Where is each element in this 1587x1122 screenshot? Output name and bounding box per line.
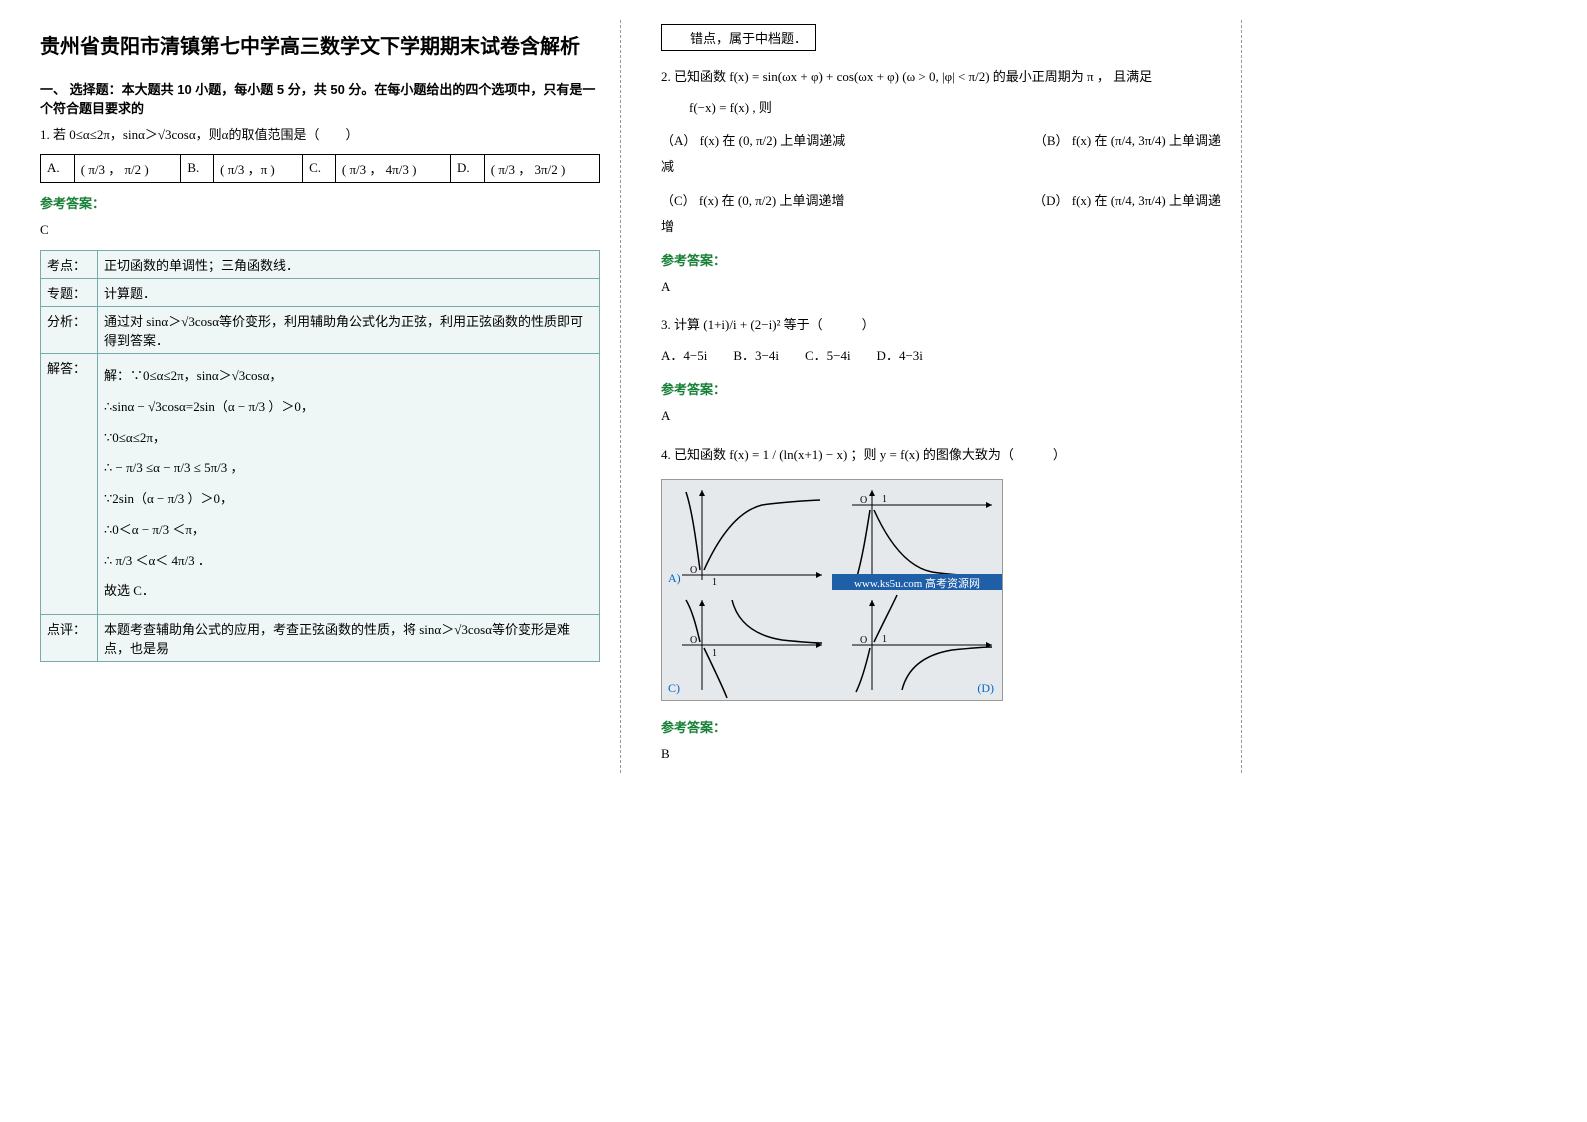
svg-text:O: O (690, 635, 697, 646)
plot-label: A) (668, 571, 681, 586)
q2-opt-c: （C） f(x) 在 (0, π/2) 上单调递增 (661, 190, 845, 209)
q2-opt-d: （D） f(x) 在 (π/4, 3π/4) 上单调递 (1033, 190, 1221, 209)
table-row: 点评： 本题考查辅助角公式的应用，考查正弦函数的性质，将 sinα＞√3cosα… (41, 614, 600, 661)
q3-stem: 3. 计算 (1+i)/i + (2−i)² 等于（ ） (661, 313, 1221, 338)
opt-text: 上单调递 (1169, 193, 1221, 208)
q1-answer: C (40, 218, 600, 243)
svg-text:O: O (860, 495, 867, 506)
text: 4. 已知函数 (661, 447, 729, 462)
text: 2. 已知函数 (661, 69, 726, 84)
q4-figure: O 1 A) O 1 (661, 479, 1003, 701)
plot-label: C) (668, 681, 680, 696)
row-content: 正切函数的单调性；三角函数线． (98, 251, 600, 279)
expr: f(x) = sin(ωx + φ) + cos(ωx + φ) (ω > 0,… (729, 69, 989, 84)
svg-text:O: O (860, 635, 867, 646)
text: ；则 y = f(x) 的图像大致为（ ） (851, 447, 1066, 462)
q2-answer-label: 参考答案： (661, 250, 1221, 269)
opt-text: ( π/3 ， 3π/2 ) (484, 154, 599, 182)
q2-opt-row: （C） f(x) 在 (0, π/2) 上单调递增 （D） f(x) 在 (π/… (661, 190, 1221, 209)
svg-text:1: 1 (712, 577, 717, 588)
step: ∴sinα − √3cosα=2sin（α − π/3 ）＞0， (104, 395, 593, 420)
page-title: 贵州省贵阳市清镇第七中学高三数学文下学期期末试卷含解析 (40, 30, 600, 59)
q2-condition: f(−x) = f(x) , 则 (661, 96, 1221, 121)
plot-b: O 1 (B) www.ks5u.com 高考资源网 (832, 480, 1002, 590)
step: ∵0≤α≤2π， (104, 426, 593, 451)
opt-text: 上单调递减 (780, 133, 845, 148)
opt-text: ( π/3 ， 4π/3 ) (335, 154, 450, 182)
row-label: 解答： (41, 354, 98, 615)
q1-answer-label: 参考答案： (40, 193, 600, 212)
step: ∴0＜α − π/3 ＜π， (104, 518, 593, 543)
opt-label: B. (181, 154, 214, 182)
q2-opt-a: （A） f(x) 在 (0, π/2) 上单调递减 (661, 130, 845, 149)
continuation-note: 错点，属于中档题． (661, 24, 816, 51)
q2-stem: 2. 已知函数 f(x) = sin(ωx + φ) + cos(ωx + φ)… (661, 65, 1221, 90)
q2-opt-d-tail: 增 (661, 215, 1221, 240)
table-row: 解答： 解：∵0≤α≤2π，sinα＞√3cosα， ∴sinα − √3cos… (41, 354, 600, 615)
q4-stem: 4. 已知函数 f(x) = 1 / (ln(x+1) − x) ；则 y = … (661, 443, 1221, 468)
table-row: 分析： 通过对 sinα＞√3cosα等价变形，利用辅助角公式化为正弦，利用正弦… (41, 307, 600, 354)
opt-text: 上单调递增 (780, 193, 845, 208)
row-label: 分析： (41, 307, 98, 354)
text: 等于（ ） (784, 317, 875, 332)
plot-d: O 1 (D) (832, 590, 1002, 700)
svg-text:O: O (690, 565, 697, 576)
table-row: 考点： 正切函数的单调性；三角函数线． (41, 251, 600, 279)
row-content: 计算题． (98, 279, 600, 307)
q4-answer-label: 参考答案： (661, 717, 1221, 736)
opt-label: （A） (661, 133, 696, 148)
q3-answer-label: 参考答案： (661, 379, 1221, 398)
expr: f(x) = 1 / (ln(x+1) − x) (729, 447, 847, 462)
q2-answer: A (661, 275, 1221, 300)
svg-text:1: 1 (882, 494, 887, 505)
plot-c: O 1 C) (662, 590, 832, 700)
row-content: 通过对 sinα＞√3cosα等价变形，利用辅助角公式化为正弦，利用正弦函数的性… (98, 307, 600, 354)
step: 故选 C． (104, 579, 593, 604)
opt-expr: f(x) 在 (π/4, 3π/4) (1072, 193, 1166, 208)
opt-text: 上单调递 (1169, 133, 1221, 148)
q2-opt-b: （B） f(x) 在 (π/4, 3π/4) 上单调递 (1034, 130, 1221, 149)
q3-answer: A (661, 404, 1221, 429)
opt-label: （D） (1033, 193, 1068, 208)
left-column: 贵州省贵阳市清镇第七中学高三数学文下学期期末试卷含解析 一、 选择题：本大题共 … (40, 20, 621, 773)
opt-label: D. (451, 154, 485, 182)
row-content: 本题考查辅助角公式的应用，考查正弦函数的性质，将 sinα＞√3cosα等价变形… (98, 614, 600, 661)
table-row: 专题： 计算题． (41, 279, 600, 307)
right-column: 错点，属于中档题． 2. 已知函数 f(x) = sin(ωx + φ) + c… (661, 20, 1242, 773)
expr: (1+i)/i + (2−i)² (703, 317, 780, 332)
q1-stem: 1. 若 0≤α≤2π，sinα＞√3cosα，则α的取值范围是（ ） (40, 123, 600, 148)
plot-label: (D) (977, 681, 994, 696)
q1-options-table: A. ( π/3 ， π/2 ) B. ( π/3 ，π ) C. ( π/3 … (40, 154, 600, 183)
step: ∴ π/3 ＜α＜ 4π/3 ． (104, 549, 593, 574)
opt-label: A. (41, 154, 75, 182)
q2-opt-row: （A） f(x) 在 (0, π/2) 上单调递减 （B） f(x) 在 (π/… (661, 130, 1221, 149)
opt-expr: f(x) 在 (0, π/2) (699, 193, 776, 208)
text: 3. 计算 (661, 317, 703, 332)
opt-text: ( π/3 ，π ) (214, 154, 303, 182)
step: ∵2sin（α − π/3 ）＞0， (104, 487, 593, 512)
step: ∴ − π/3 ≤α − π/3 ≤ 5π/3 ， (104, 456, 593, 481)
opt-text: ( π/3 ， π/2 ) (74, 154, 181, 182)
row-label: 考点： (41, 251, 98, 279)
svg-text:1: 1 (712, 648, 717, 659)
opt-expr: f(x) 在 (π/4, 3π/4) (1072, 133, 1166, 148)
svg-text:1: 1 (882, 634, 887, 645)
row-label: 专题： (41, 279, 98, 307)
opt-expr: f(x) 在 (0, π/2) (700, 133, 777, 148)
step: 解：∵0≤α≤2π，sinα＞√3cosα， (104, 364, 593, 389)
q4-answer: B (661, 742, 1221, 767)
opt-label: （B） (1034, 133, 1069, 148)
row-label: 点评： (41, 614, 98, 661)
q1-analysis-table: 考点： 正切函数的单调性；三角函数线． 专题： 计算题． 分析： 通过对 sin… (40, 250, 600, 662)
row-content: 解：∵0≤α≤2π，sinα＞√3cosα， ∴sinα − √3cosα=2s… (98, 354, 600, 615)
q3-options: A．4−5i B．3−4i C．5−4i D．4−3i (661, 344, 1221, 369)
opt-label: （C） (661, 193, 696, 208)
q2-opt-b-tail: 减 (661, 155, 1221, 180)
text: 的最小正周期为 π ， 且满足 (993, 69, 1152, 84)
section-1-heading: 一、 选择题：本大题共 10 小题，每小题 5 分，共 50 分。在每小题给出的… (40, 79, 600, 117)
opt-label: C. (303, 154, 336, 182)
table-row: A. ( π/3 ， π/2 ) B. ( π/3 ，π ) C. ( π/3 … (41, 154, 600, 182)
plot-a: O 1 A) (662, 480, 832, 590)
